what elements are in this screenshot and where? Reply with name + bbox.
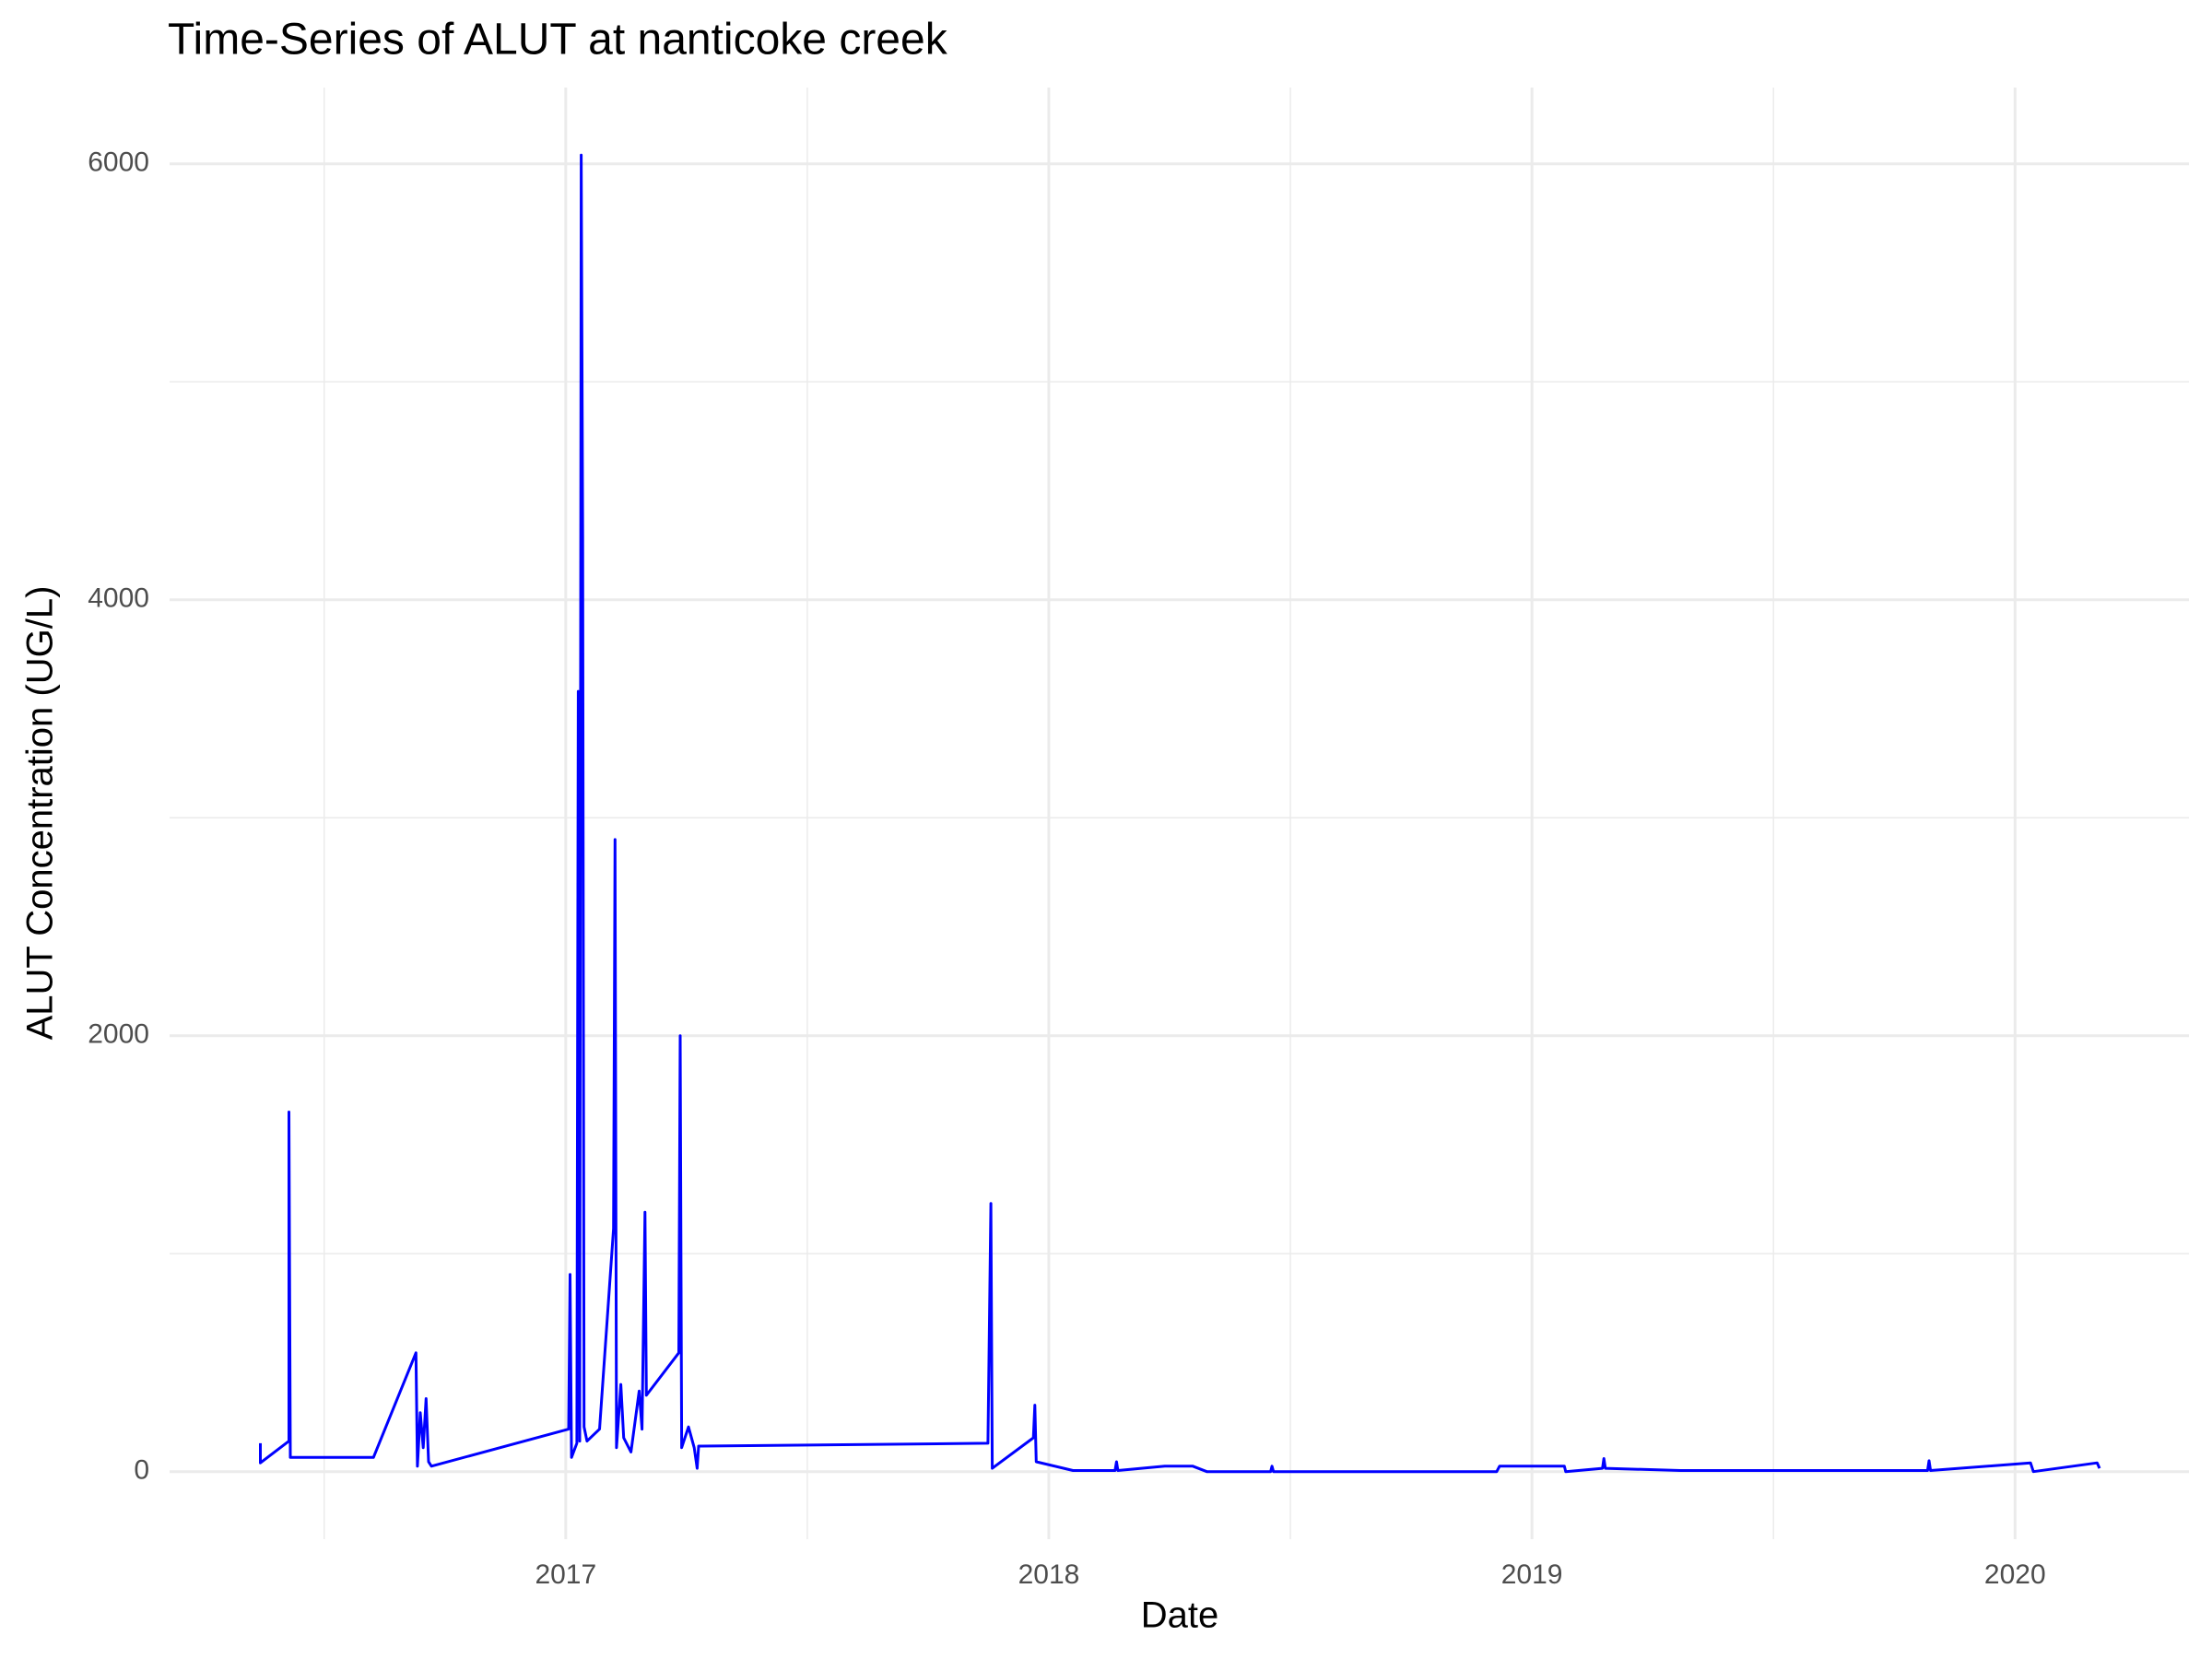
x-axis-title: Date	[1141, 1595, 1219, 1636]
y-tick-label: 2000	[88, 1019, 149, 1050]
x-tick-label: 2019	[1501, 1559, 1563, 1590]
x-tick-label: 2017	[535, 1559, 596, 1590]
chart-title: Time-Series of ALUT at nanticoke creek	[168, 16, 948, 65]
y-tick-label: 6000	[88, 147, 149, 178]
x-tick-label: 2020	[1984, 1559, 2046, 1590]
y-axis-title: ALUT Concentration (UG/L)	[20, 586, 61, 1041]
data-line	[259, 153, 2101, 1474]
y-tick-label: 0	[134, 1455, 149, 1486]
y-tick-label: 4000	[88, 583, 149, 614]
x-tick-label: 2018	[1018, 1559, 1080, 1590]
